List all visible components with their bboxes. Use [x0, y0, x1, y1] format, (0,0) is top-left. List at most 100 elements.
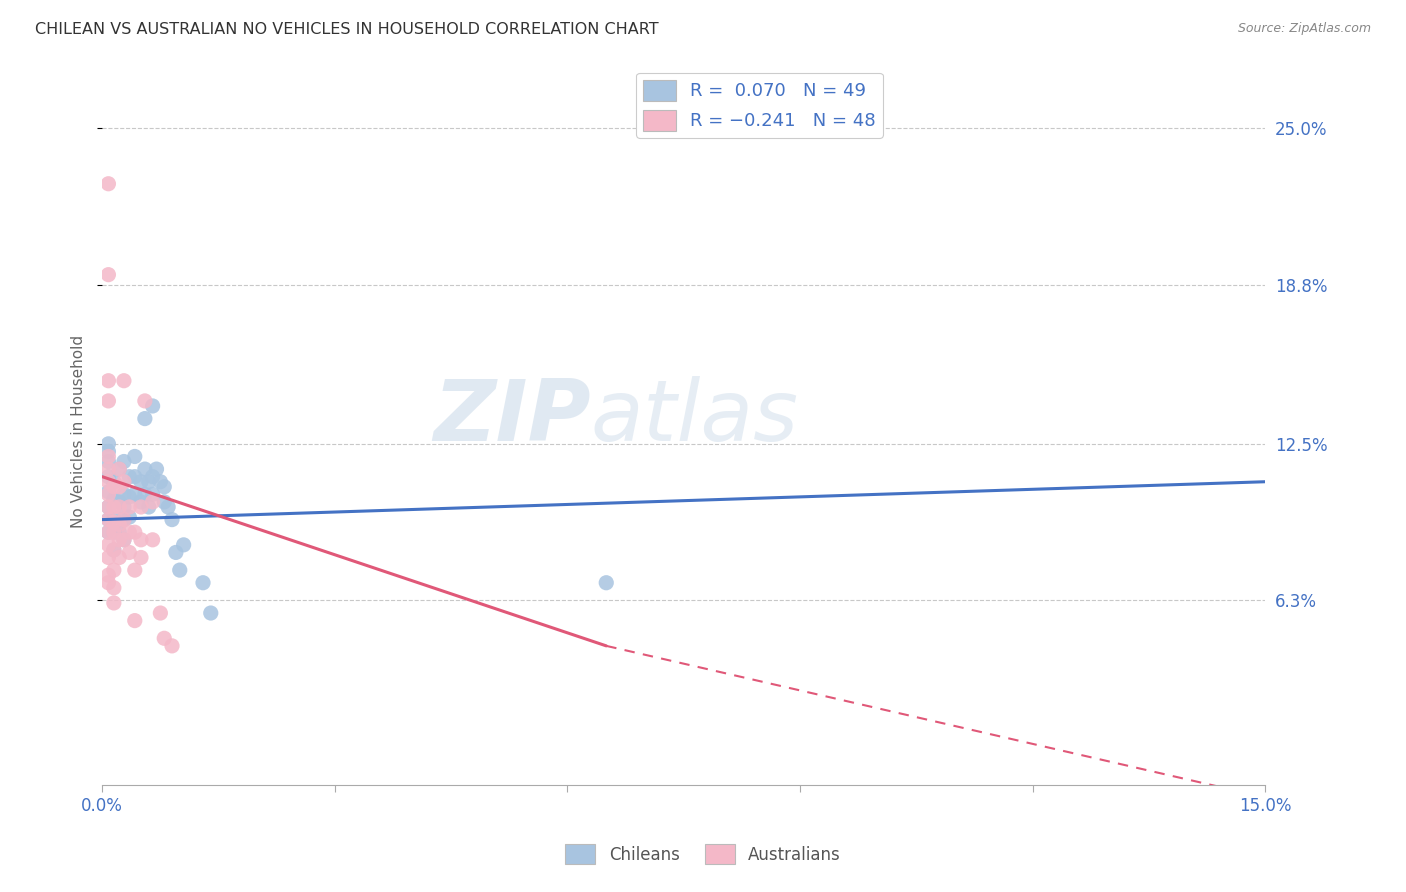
Point — [97, 550, 120, 565]
Point — [97, 538, 120, 552]
Point — [124, 487, 146, 501]
Point — [97, 487, 120, 501]
Point — [134, 487, 156, 501]
Point — [124, 563, 146, 577]
Point — [191, 575, 214, 590]
Point — [200, 606, 222, 620]
Point — [108, 462, 131, 476]
Point — [108, 533, 131, 547]
Text: CHILEAN VS AUSTRALIAN NO VEHICLES IN HOUSEHOLD CORRELATION CHART: CHILEAN VS AUSTRALIAN NO VEHICLES IN HOU… — [35, 22, 659, 37]
Legend: R =  0.070   N = 49, R = −0.241   N = 48: R = 0.070 N = 49, R = −0.241 N = 48 — [636, 72, 883, 137]
Point — [112, 533, 135, 547]
Point — [142, 533, 165, 547]
Point — [165, 545, 187, 559]
Point — [595, 575, 617, 590]
Point — [108, 500, 131, 514]
Point — [160, 513, 183, 527]
Point — [103, 500, 125, 514]
Point — [124, 450, 146, 464]
Point — [124, 614, 146, 628]
Point — [103, 510, 125, 524]
Point — [103, 542, 125, 557]
Point — [97, 484, 120, 499]
Point — [97, 475, 120, 489]
Point — [124, 525, 146, 540]
Text: atlas: atlas — [591, 376, 799, 458]
Point — [112, 533, 135, 547]
Y-axis label: No Vehicles in Household: No Vehicles in Household — [72, 334, 86, 528]
Point — [124, 469, 146, 483]
Point — [103, 581, 125, 595]
Point — [149, 475, 172, 489]
Point — [169, 563, 191, 577]
Point — [129, 475, 152, 489]
Point — [97, 500, 120, 514]
Point — [129, 550, 152, 565]
Point — [103, 542, 125, 557]
Point — [97, 462, 120, 476]
Point — [134, 462, 156, 476]
Point — [108, 462, 131, 476]
Point — [129, 533, 152, 547]
Point — [153, 480, 176, 494]
Point — [97, 513, 120, 527]
Point — [142, 495, 165, 509]
Point — [112, 475, 135, 489]
Point — [97, 568, 120, 582]
Point — [112, 500, 135, 514]
Point — [157, 500, 180, 514]
Point — [118, 545, 141, 559]
Point — [97, 374, 120, 388]
Point — [138, 500, 160, 514]
Point — [103, 515, 125, 529]
Point — [97, 268, 120, 282]
Point — [142, 399, 165, 413]
Point — [103, 596, 125, 610]
Text: ZIP: ZIP — [433, 376, 591, 458]
Point — [118, 469, 141, 483]
Point — [112, 487, 135, 501]
Point — [112, 513, 135, 527]
Point — [129, 495, 152, 509]
Point — [142, 487, 165, 501]
Point — [108, 525, 131, 540]
Point — [97, 575, 120, 590]
Point — [118, 500, 141, 514]
Point — [103, 492, 125, 507]
Point — [97, 525, 120, 540]
Point — [118, 490, 141, 504]
Point — [97, 500, 120, 514]
Point — [153, 495, 176, 509]
Point — [97, 525, 120, 540]
Point — [103, 475, 125, 489]
Point — [145, 462, 167, 476]
Point — [97, 454, 120, 468]
Point — [97, 177, 120, 191]
Point — [103, 525, 125, 540]
Point — [103, 525, 125, 540]
Point — [134, 411, 156, 425]
Point — [118, 510, 141, 524]
Legend: Chileans, Australians: Chileans, Australians — [558, 838, 848, 871]
Text: Source: ZipAtlas.com: Source: ZipAtlas.com — [1237, 22, 1371, 36]
Point — [129, 500, 152, 514]
Point — [108, 495, 131, 509]
Point — [160, 639, 183, 653]
Point — [173, 538, 195, 552]
Point — [153, 632, 176, 646]
Point — [108, 550, 131, 565]
Point — [112, 374, 135, 388]
Point — [138, 475, 160, 489]
Point — [112, 454, 135, 468]
Point — [108, 480, 131, 494]
Point — [97, 444, 120, 458]
Point — [97, 437, 120, 451]
Point — [103, 563, 125, 577]
Point — [97, 450, 120, 464]
Point — [118, 525, 141, 540]
Point — [112, 513, 135, 527]
Point — [97, 393, 120, 408]
Point — [149, 606, 172, 620]
Point — [108, 517, 131, 532]
Point — [97, 469, 120, 483]
